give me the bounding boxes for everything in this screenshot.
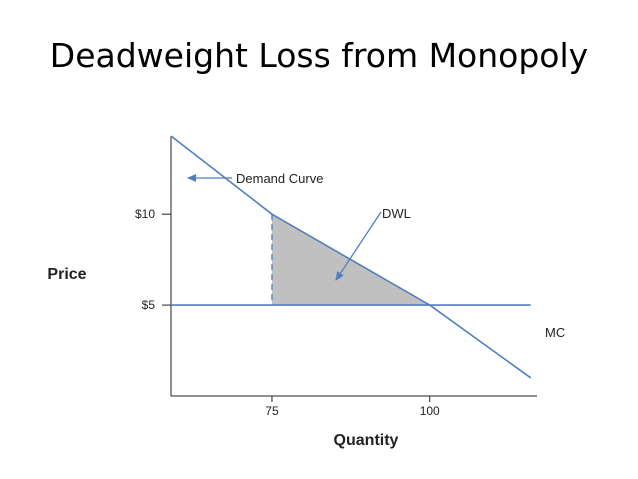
mc-label: MC — [545, 325, 565, 340]
demand-curve-label: Demand Curve — [236, 171, 323, 186]
y-tick-label-5: $5 — [142, 298, 156, 312]
demand-curve-line — [170, 135, 532, 379]
dwl-label: DWL — [382, 206, 411, 221]
slide-title: Deadweight Loss from Monopoly — [49, 36, 589, 75]
x-tick-label-75: 75 — [265, 404, 279, 418]
x-tick-label-100: 100 — [420, 404, 440, 418]
dwl-arrow — [335, 211, 382, 281]
y-tick-label-10: $10 — [135, 207, 155, 221]
x-axis-title: Quantity — [334, 432, 399, 449]
y-axis-title: Price — [47, 266, 86, 283]
